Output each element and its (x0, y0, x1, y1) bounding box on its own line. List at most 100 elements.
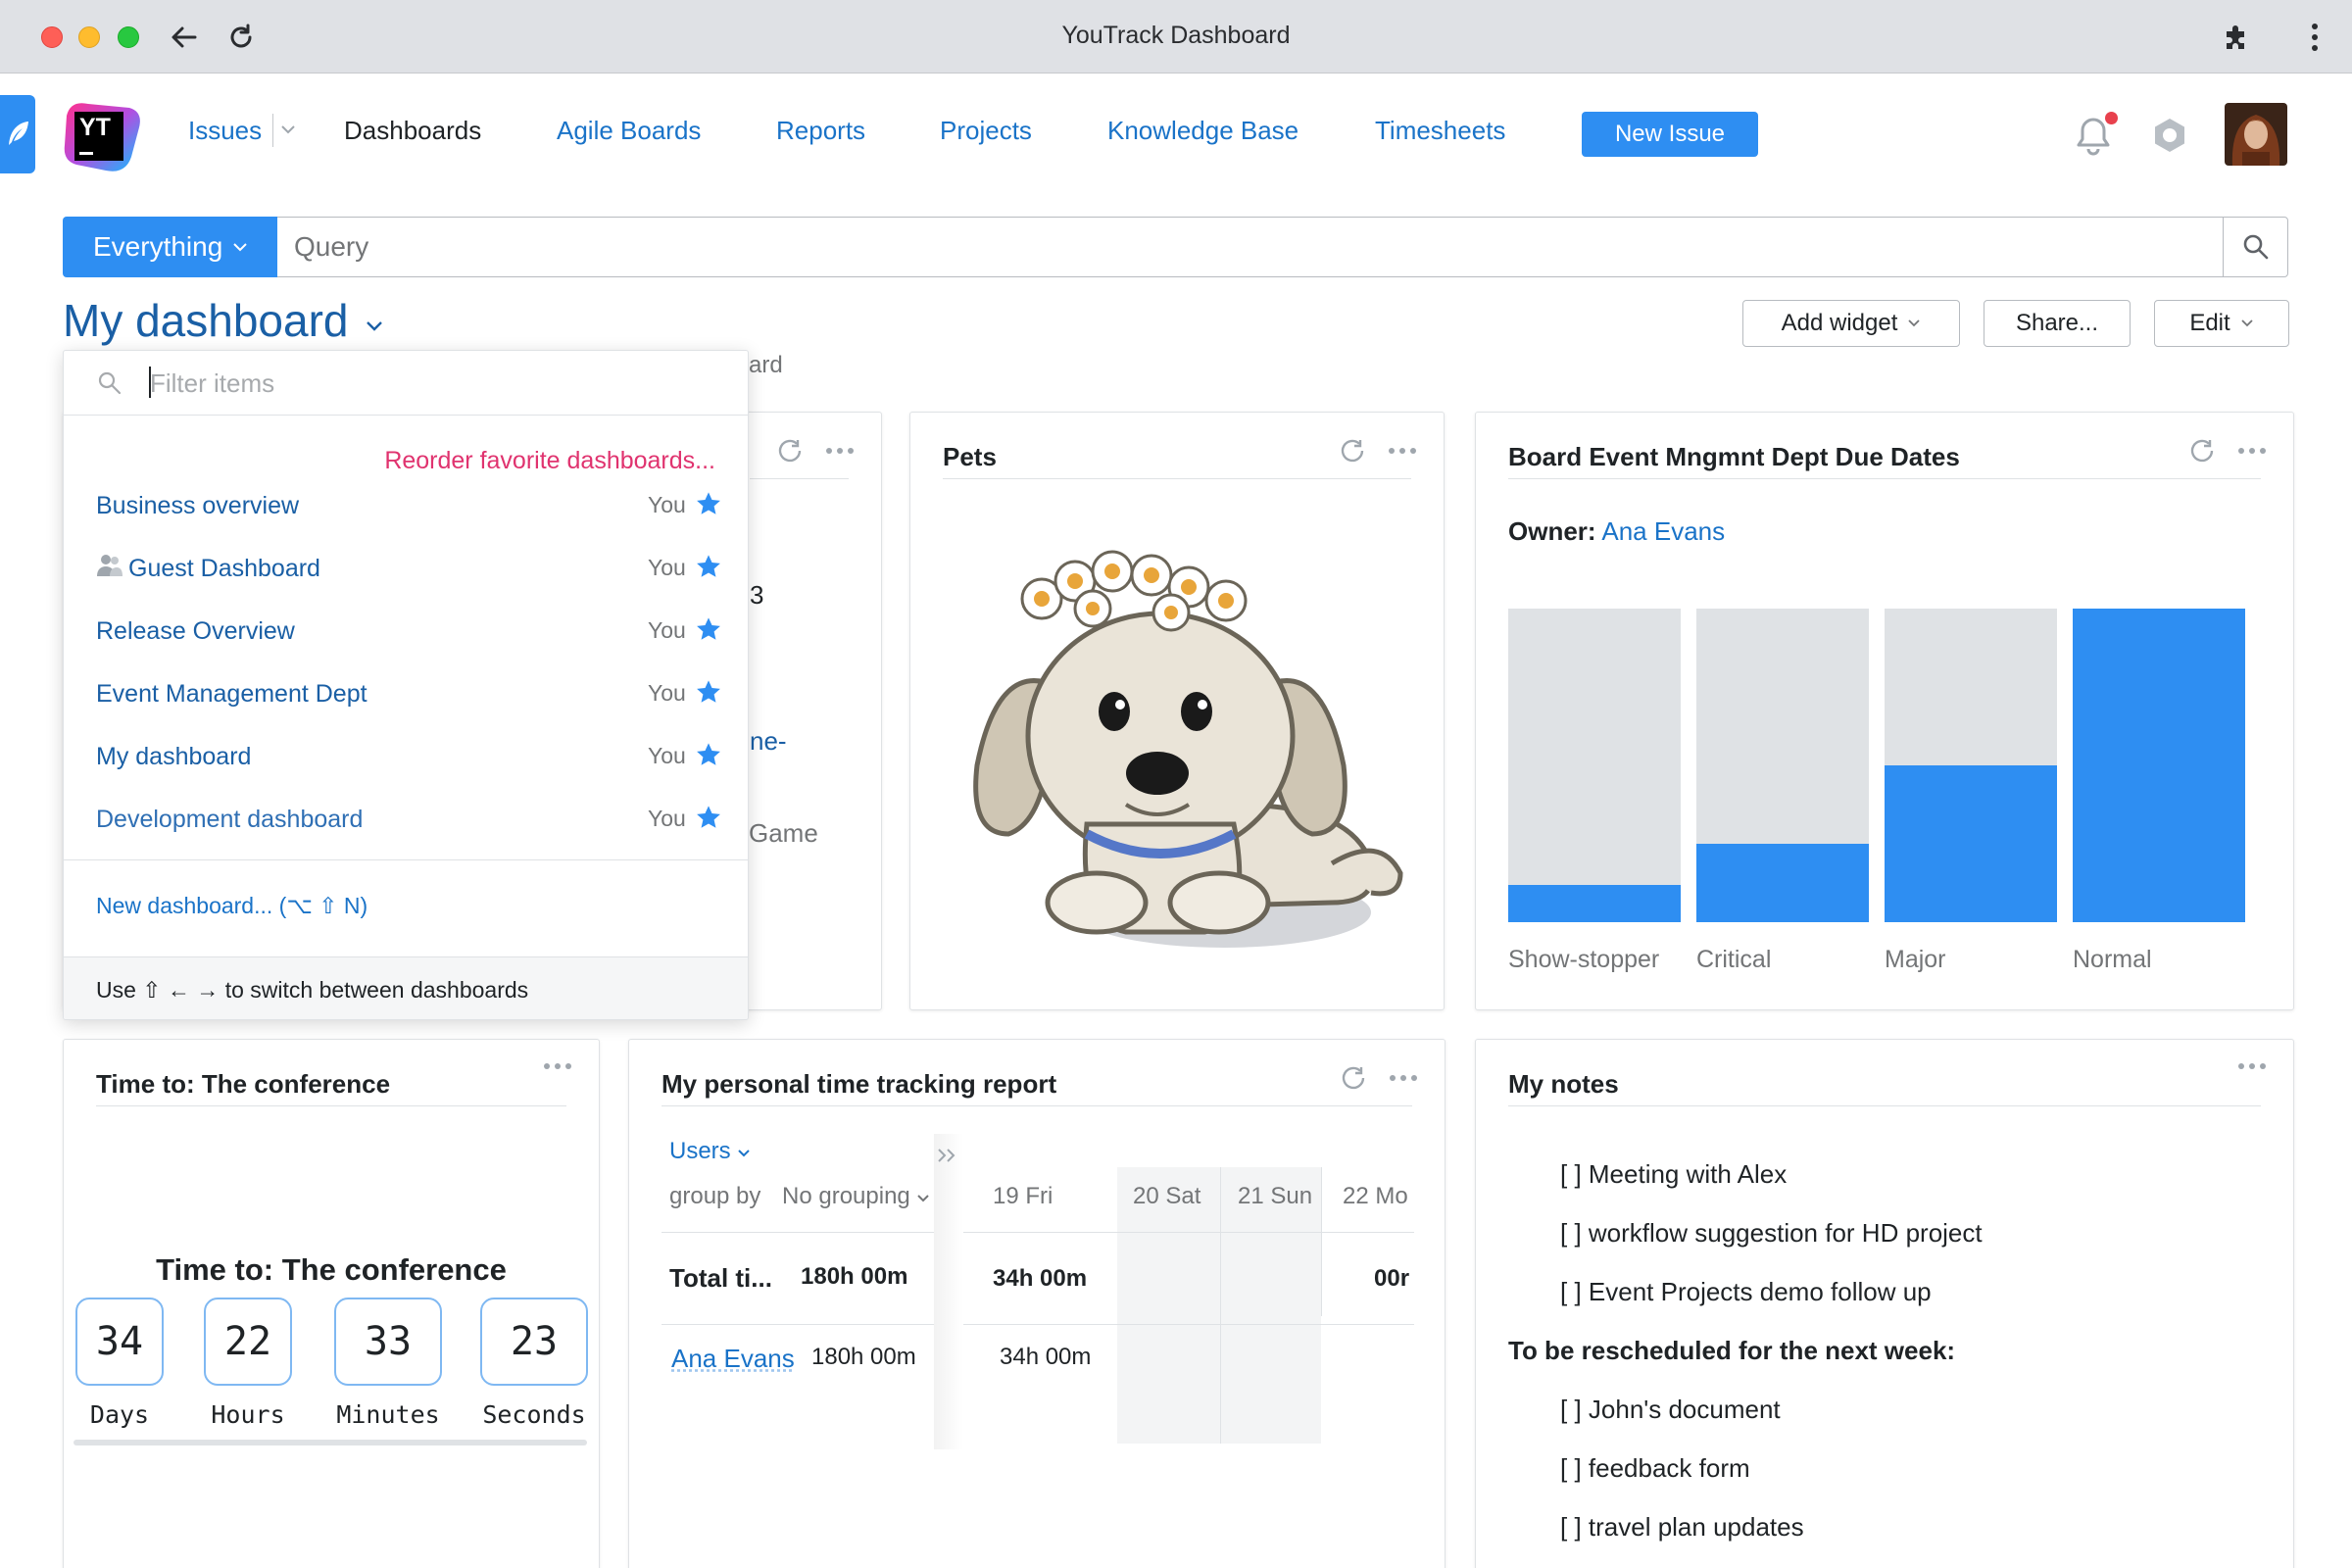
search-input[interactable]: Query (277, 217, 2224, 277)
user-avatar[interactable] (2225, 103, 2287, 166)
users-dropdown[interactable]: Users (669, 1138, 751, 1165)
browser-menu-icon[interactable] (2293, 16, 2336, 59)
keyboard-hint: Use ⇧ ← → to switch between dashboards (96, 977, 529, 1003)
day-header: 21 Sun (1238, 1183, 1313, 1209)
widget-menu-icon[interactable] (2238, 448, 2266, 454)
widget-title: Board Event Mngmnt Dept Due Dates (1508, 442, 1960, 471)
chevron-down-icon (233, 243, 248, 252)
owner-line: Owner: Ana Evans (1508, 516, 1725, 547)
star-icon[interactable] (695, 615, 722, 643)
note-item: [ ] Meeting with Alex (1560, 1159, 1788, 1189)
widget-divider (750, 478, 849, 479)
extensions-icon[interactable] (2215, 16, 2258, 59)
nav-timesheets[interactable]: Timesheets (1375, 116, 1506, 145)
help-icon[interactable] (2150, 116, 2189, 155)
add-widget-label: Add widget (1781, 310, 1898, 336)
star-icon[interactable] (695, 553, 722, 580)
nav-dashboards[interactable]: Dashboards (344, 116, 482, 145)
due-dates-widget: Board Event Mngmnt Dept Due Dates Owner:… (1475, 412, 2294, 1010)
nav-agile-boards[interactable]: Agile Boards (557, 116, 702, 145)
filter-items-field[interactable]: Filter items (64, 351, 748, 416)
dashboard-option-guest-dashboard[interactable]: Guest Dashboard You (96, 551, 723, 590)
dashboard-owner: You (648, 680, 686, 706)
filter-placeholder: Filter items (150, 368, 275, 398)
bar-track (2073, 609, 2245, 922)
star-icon[interactable] (695, 678, 722, 706)
time-tracking-widget: My personal time tracking report Users g… (628, 1039, 1446, 1568)
widget-controls (544, 1063, 571, 1069)
youtrack-logo[interactable]: YT (61, 98, 143, 176)
bar-fill[interactable] (1696, 844, 1869, 922)
nav-reports[interactable]: Reports (776, 116, 866, 145)
new-dashboard-link[interactable]: New dashboard... (⌥ ⇧ N) (96, 893, 368, 918)
widget-menu-icon[interactable] (826, 448, 854, 454)
bar-fill[interactable] (1508, 885, 1681, 922)
dashboard-option-business-overview[interactable]: Business overview You (96, 488, 723, 527)
expand-columns-icon[interactable] (937, 1148, 958, 1163)
total-day-value: 34h 00m (993, 1265, 1088, 1292)
hidden-text-fragment: 3 (750, 580, 764, 610)
search-scope-dropdown[interactable]: Everything (63, 217, 277, 277)
total-value: 180h 00m (801, 1263, 908, 1290)
note-item: [ ] John's document (1560, 1395, 1781, 1424)
dashboard-switcher-chevron-icon[interactable] (365, 319, 384, 333)
bar-fill[interactable] (2073, 609, 2245, 922)
feedback-tab[interactable] (0, 95, 35, 173)
note-item: [ ] workflow suggestion for HD project (1560, 1218, 1983, 1248)
day-header: 20 Sat (1133, 1183, 1201, 1209)
nav-projects[interactable]: Projects (940, 116, 1032, 145)
reorder-favorites-link[interactable]: Reorder favorite dashboards... (384, 447, 715, 474)
row-divider (963, 1324, 1414, 1325)
star-icon[interactable] (695, 741, 722, 768)
countdown-minutes-value: 33 (334, 1298, 442, 1386)
dashboard-option-development-dashboard[interactable]: Development dashboard You (96, 802, 723, 841)
widget-title: My personal time tracking report (662, 1069, 1057, 1099)
add-widget-button[interactable]: Add widget (1742, 300, 1960, 347)
maximize-window-button[interactable] (118, 26, 139, 48)
countdown-hours-label: Hours (211, 1400, 285, 1429)
star-icon[interactable] (695, 490, 722, 517)
dashboard-option-event-management-dept[interactable]: Event Management Dept You (96, 676, 723, 715)
group-by-dropdown[interactable]: No grouping (782, 1183, 930, 1210)
notifications-bell-icon[interactable] (2074, 114, 2113, 157)
reload-icon[interactable] (220, 16, 263, 59)
search-button[interactable] (2223, 217, 2288, 277)
search-icon (2243, 234, 2268, 260)
dashboard-option-release-overview[interactable]: Release Overview You (96, 613, 723, 653)
widget-divider (1508, 1105, 2261, 1106)
dashboard-option-my-dashboard[interactable]: My dashboard You (96, 739, 723, 778)
bar-fill[interactable] (1885, 765, 2057, 922)
column-divider (1220, 1167, 1221, 1444)
group-by-label: group by (669, 1183, 761, 1209)
edit-button[interactable]: Edit (2154, 300, 2289, 347)
widget-menu-icon[interactable] (2238, 1063, 2266, 1069)
widget-controls (1338, 436, 1416, 466)
close-window-button[interactable] (41, 26, 63, 48)
refresh-icon[interactable] (775, 436, 805, 466)
widget-controls (2238, 1063, 2266, 1069)
chevron-down-icon (1908, 319, 1921, 327)
nav-knowledge-base[interactable]: Knowledge Base (1107, 116, 1299, 145)
user-link-ana-evans[interactable]: Ana Evans (671, 1344, 795, 1373)
widget-menu-icon[interactable] (1389, 448, 1416, 454)
note-item: [ ] travel plan updates (1560, 1512, 1804, 1542)
feather-icon (9, 122, 28, 145)
bar-category-label: Critical (1696, 946, 1772, 973)
refresh-icon[interactable] (2187, 436, 2217, 466)
chevron-down-icon (917, 1195, 930, 1202)
nav-issues[interactable]: Issues (188, 116, 263, 145)
share-button[interactable]: Share... (1984, 300, 2131, 347)
new-issue-button[interactable]: New Issue (1582, 112, 1758, 157)
refresh-icon[interactable] (1338, 436, 1367, 466)
issues-dropdown-chevron-icon[interactable] (280, 123, 296, 135)
owner-link[interactable]: Ana Evans (1601, 516, 1726, 546)
widget-menu-icon[interactable] (544, 1063, 571, 1069)
dashboard-title[interactable]: My dashboard (63, 295, 349, 346)
star-icon[interactable] (695, 804, 722, 831)
bar-category-label: Show-stopper (1508, 946, 1660, 973)
refresh-icon[interactable] (1339, 1063, 1368, 1093)
back-icon[interactable] (163, 16, 206, 59)
widget-title: Pets (943, 442, 997, 471)
minimize-window-button[interactable] (78, 26, 100, 48)
widget-menu-icon[interactable] (1390, 1075, 1417, 1081)
